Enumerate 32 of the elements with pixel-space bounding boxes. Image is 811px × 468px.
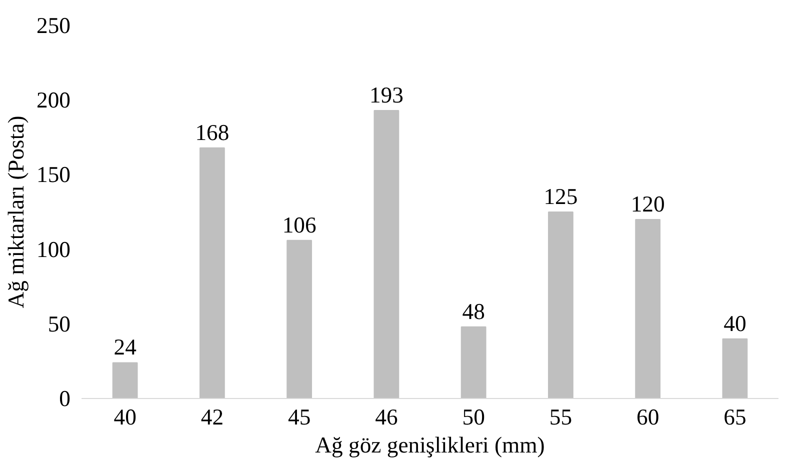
y-tick-label: 150 [36,162,70,188]
x-tick-label: 65 [724,404,746,430]
x-tick-label: 50 [462,404,485,430]
x-tick-label: 60 [636,404,660,430]
y-tick-label: 250 [36,13,70,38]
bar [635,218,661,398]
x-tick-label: 42 [200,404,224,430]
x-tick-label: 40 [114,404,136,430]
y-axis-title: Ağ miktarları (Posta) [4,116,29,308]
y-tick-label: 100 [36,236,70,262]
data-label: 24 [114,334,136,360]
y-tick-label: 200 [36,88,70,113]
data-label: 168 [195,120,230,145]
bar [460,326,486,398]
y-tick-label: 0 [59,386,70,411]
bar [548,212,574,398]
x-axis-title: Ağ göz genişlikleri (mm) [315,432,545,458]
data-label: 40 [724,310,746,336]
data-label: 120 [630,191,665,216]
bar [374,110,400,398]
bar [112,362,138,398]
x-tick-label: 46 [375,404,398,430]
bar [286,240,312,398]
x-tick-label: 45 [288,404,311,430]
data-label: 48 [462,298,485,324]
y-tick-label: 50 [48,311,70,336]
data-label: 193 [369,82,404,108]
data-label: 125 [544,184,578,209]
bar [199,147,225,398]
data-label: 106 [282,212,316,238]
bar [722,338,748,398]
x-tick-label: 55 [549,404,572,430]
